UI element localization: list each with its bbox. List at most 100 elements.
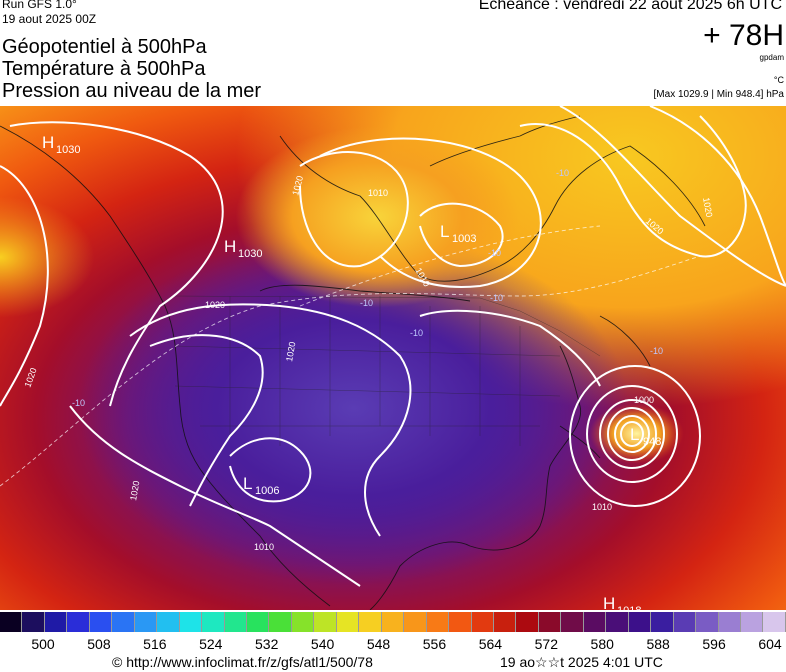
isobar-label: 1010: [368, 188, 388, 198]
colorbar-tick-label: 548: [366, 636, 391, 652]
pressure-center-hudson: L 1003: [440, 222, 476, 245]
isobars: [0, 106, 786, 587]
colorbar-swatch: [426, 612, 450, 632]
colorbar-swatch: [157, 612, 180, 632]
pressure-center-value: 1006: [255, 485, 279, 497]
pressure-range-label: [Max 1029.9 | Min 948.4] hPa: [653, 89, 784, 100]
pressure-center-gulf: H 1018: [603, 594, 641, 610]
colorbar-swatch: [651, 612, 674, 632]
colorbar-swatch: [561, 612, 584, 632]
colorbar-swatch: [291, 612, 315, 632]
run-date-label: 19 aout 2025 00Z: [2, 12, 97, 26]
political-borders: [174, 295, 601, 446]
colorbar-swatch: [583, 612, 607, 632]
colorbar-swatch: [44, 612, 68, 632]
isobar-label: 1020: [701, 197, 714, 218]
unit-gpdam: gpdam: [759, 53, 784, 62]
colorbar-swatch: [224, 612, 247, 632]
colorbar-ticks: 500 508 516 524 532 540 548 556 564 572 580 588 596 6…: [0, 636, 786, 654]
temperature-label: -10: [488, 248, 501, 258]
isobar-label: 1020: [128, 480, 141, 501]
model-run-label: Run GFS 1.0°: [2, 0, 77, 11]
colorbar-swatch: [381, 612, 405, 632]
colorbar-swatch: [314, 612, 337, 632]
temperature-label: -10: [556, 168, 569, 178]
colorbar-swatch: [269, 612, 292, 632]
colorbar-swatch: [202, 612, 225, 632]
isobar-label: 1000: [634, 395, 654, 405]
isobar-label: 1010: [592, 502, 612, 512]
colorbar-swatch: [112, 612, 135, 632]
colorbar-swatch: [538, 612, 562, 632]
colorbar-tick-label: 588: [646, 636, 670, 652]
field-hurricane: [0, 106, 786, 610]
hurricane-isobars: [569, 365, 701, 507]
colorbar-tick-label: 540: [310, 636, 335, 652]
source-url: © http://www.infoclimat.fr/z/gfs/atl1/50…: [112, 654, 373, 670]
coastlines: [0, 115, 706, 610]
pressure-center-symbol: H: [224, 237, 236, 256]
colorbar-tick-label: 564: [478, 636, 503, 652]
isobar-label: 1020: [205, 300, 225, 310]
forecast-lead-label: + 78H: [703, 19, 784, 52]
temperature-label: -10: [410, 328, 423, 338]
temperature-label: -10: [360, 298, 373, 308]
weather-map: H 1030 H 1030 L 1003 L 1006 L 948 H 1018…: [0, 106, 786, 610]
colorbar-swatch: [89, 612, 113, 632]
colorbar-tick-label: 524: [199, 636, 223, 652]
temperature-label: -10: [72, 398, 85, 408]
colorbar-swatch: [336, 612, 360, 632]
colorbar-swatch: [134, 612, 158, 632]
colorbar-tick-label: 580: [590, 636, 614, 652]
colorbar-tick-label: 596: [702, 636, 726, 652]
title-temperature: Température à 500hPa: [2, 58, 206, 80]
title-pressure: Pression au niveau de la mer: [2, 80, 262, 102]
colorbar-swatch: [246, 612, 270, 632]
isobar-label: 1010: [254, 542, 274, 552]
colorbar-swatch: [696, 612, 719, 632]
pressure-center-symbol: L: [630, 425, 639, 444]
pressure-center-symbol: L: [440, 222, 449, 241]
pressure-center-value: 1030: [238, 248, 262, 260]
colorbar-swatch: [606, 612, 629, 632]
temperature-labels: -10 -10 -10 -10 -10 -10 -10: [72, 168, 663, 408]
colorbar-swatch: [471, 612, 494, 632]
colorbar-tick-label: 556: [422, 636, 447, 652]
colorbar-swatch: [67, 612, 90, 632]
pressure-center-southwest: L 1006: [243, 474, 279, 497]
pressure-center-alaska: H 1030: [224, 237, 262, 260]
colorbar-tick-label: 604: [758, 636, 782, 652]
colorbar-swatch: [179, 612, 203, 632]
generated-timestamp: 19 ao☆☆t 2025 4:01 UTC: [500, 654, 663, 670]
pressure-center-value: 1003: [452, 233, 476, 245]
valid-time-label: Echéance : vendredi 22 aout 2025 6h UTC: [478, 0, 782, 13]
pressure-center-symbol: H: [42, 133, 54, 152]
pressure-center-value: 1018: [617, 605, 641, 610]
pressure-center-north-pacific: H 1030: [42, 133, 80, 156]
title-geopotential: Géopotentiel à 500hPa: [2, 36, 207, 58]
colorbar-swatch: [516, 612, 539, 632]
pressure-center-symbol: L: [243, 474, 252, 493]
pressure-center-value: 948: [643, 436, 661, 448]
colorbar-tick-label: 532: [255, 636, 279, 652]
colorbar-swatch: [740, 612, 764, 632]
colorbar-swatch: [404, 612, 427, 632]
colorbar-swatch: [359, 612, 382, 632]
colorbar-tick-label: 516: [143, 636, 167, 652]
unit-celsius: °C: [773, 75, 784, 85]
pressure-center-hurricane: L 948: [630, 425, 661, 448]
temperature-label: -10: [490, 293, 503, 303]
isotherms: [0, 225, 701, 487]
colorbar-swatch: [0, 612, 23, 632]
pressure-center-value: 1030: [56, 144, 80, 156]
colorbar-swatch: [493, 612, 517, 632]
colorbar-tick-label: 508: [87, 636, 111, 652]
colorbar-swatch: [22, 612, 45, 632]
colorbar-swatch: [449, 612, 472, 632]
colorbar-swatch: [718, 612, 741, 632]
temperature-label: -10: [650, 346, 663, 356]
pressure-center-symbol: H: [603, 594, 615, 610]
colorbar-tick-label: 500: [31, 636, 55, 652]
colorbar: [0, 612, 786, 632]
colorbar-tick-label: 572: [534, 636, 558, 652]
